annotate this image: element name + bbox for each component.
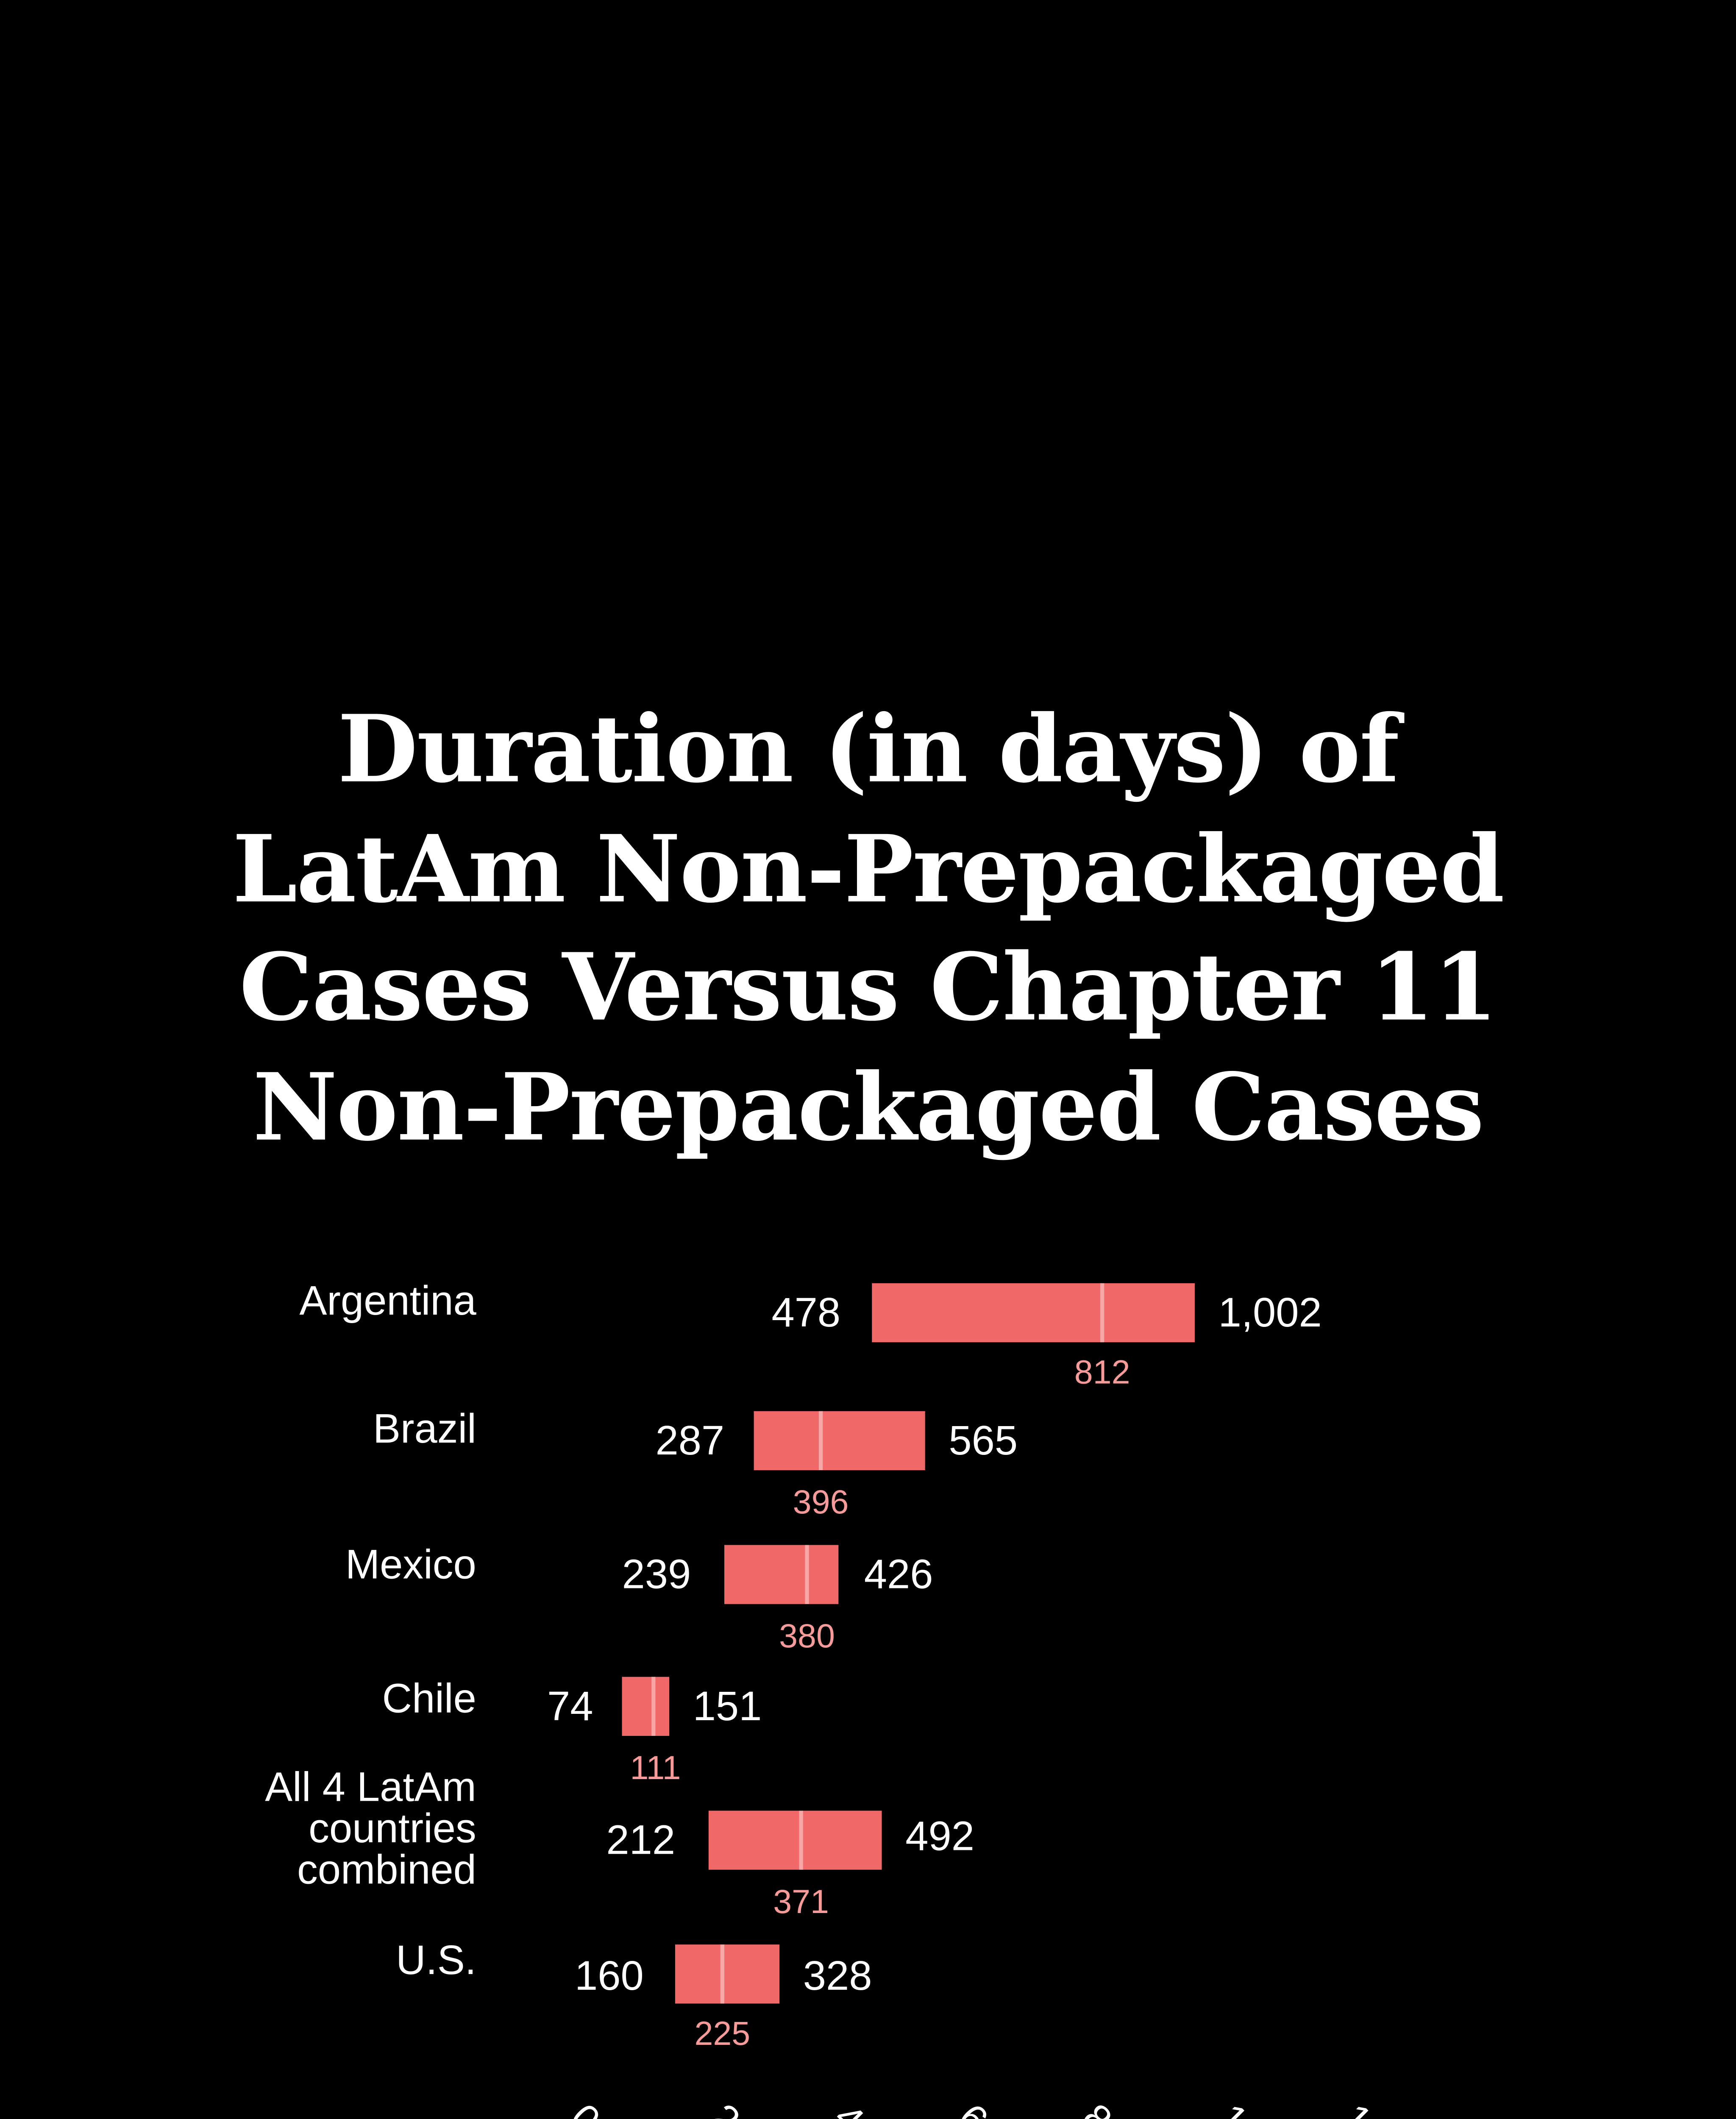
p25-value: 160 xyxy=(575,1954,644,2000)
title-line: Duration (in days) of xyxy=(337,696,1399,805)
p25-value: 74 xyxy=(547,1685,593,1730)
row-label-line: Brazil xyxy=(373,1407,476,1453)
median-marker xyxy=(799,1810,803,1870)
x-tick: 1,000 xyxy=(1209,2097,1309,2119)
row-label-line: countries xyxy=(309,1807,476,1852)
p25-value: 478 xyxy=(771,1291,841,1337)
row-label-line: U.S. xyxy=(396,1938,476,1984)
x-tick: 400 xyxy=(825,2097,902,2119)
p75-value: 565 xyxy=(949,1419,1018,1465)
row-label-line: Argentina xyxy=(299,1279,476,1325)
row-label-line: Mexico xyxy=(345,1543,476,1588)
median-value: 380 xyxy=(779,1618,835,1655)
median-marker xyxy=(805,1545,809,1604)
iqr-bar xyxy=(675,1944,780,2004)
median-value: 812 xyxy=(1074,1354,1130,1392)
iqr-bar xyxy=(724,1545,839,1604)
median-marker xyxy=(1100,1283,1104,1343)
x-tick: 200 xyxy=(701,2097,778,2119)
x-tick: 600 xyxy=(949,2097,1026,2119)
median-value: 111 xyxy=(630,1749,681,1787)
median-marker xyxy=(818,1411,823,1471)
median-marker xyxy=(651,1677,656,1736)
title-line: Cases Versus Chapter 11 xyxy=(239,934,1498,1043)
title-line: Non-Prepackaged Cases xyxy=(253,1054,1484,1162)
p25-value: 287 xyxy=(655,1419,725,1465)
row-label-line: combined xyxy=(297,1848,476,1894)
row-label: Chile xyxy=(382,1679,476,1720)
row-label-line: Chile xyxy=(382,1677,476,1722)
p75-value: 426 xyxy=(864,1553,933,1598)
row-label: All 4 LatAm countries combined xyxy=(265,1767,476,1891)
row-label: Argentina xyxy=(299,1281,476,1323)
row-label: U.S. xyxy=(396,1941,476,1982)
x-tick: 1,200 xyxy=(1333,2097,1433,2119)
iqr-bar xyxy=(708,1810,882,1870)
x-tick: 800 xyxy=(1073,2097,1150,2119)
chart-title: Duration (in days) of LatAm Non-Prepacka… xyxy=(0,693,1736,1169)
p25-value: 239 xyxy=(622,1553,691,1598)
median-value: 396 xyxy=(793,1484,849,1521)
p75-value: 328 xyxy=(803,1954,872,2000)
p75-value: 492 xyxy=(905,1814,974,1860)
median-marker xyxy=(720,1944,724,2004)
p75-value: 151 xyxy=(693,1685,762,1730)
title-line: LatAm Non-Prepackaged xyxy=(232,815,1505,924)
x-tick: 0 xyxy=(561,2097,607,2119)
iqr-bar xyxy=(622,1677,669,1736)
p25-value: 212 xyxy=(606,1819,676,1864)
row-label: Brazil xyxy=(373,1409,476,1451)
iqr-bar xyxy=(872,1283,1195,1343)
iqr-bar xyxy=(754,1411,925,1471)
row-label-line: All 4 LatAm xyxy=(265,1765,476,1811)
median-value: 225 xyxy=(694,2015,751,2053)
median-value: 371 xyxy=(773,1883,829,1921)
row-label: Mexico xyxy=(345,1545,476,1587)
p75-value: 1,002 xyxy=(1218,1291,1322,1337)
